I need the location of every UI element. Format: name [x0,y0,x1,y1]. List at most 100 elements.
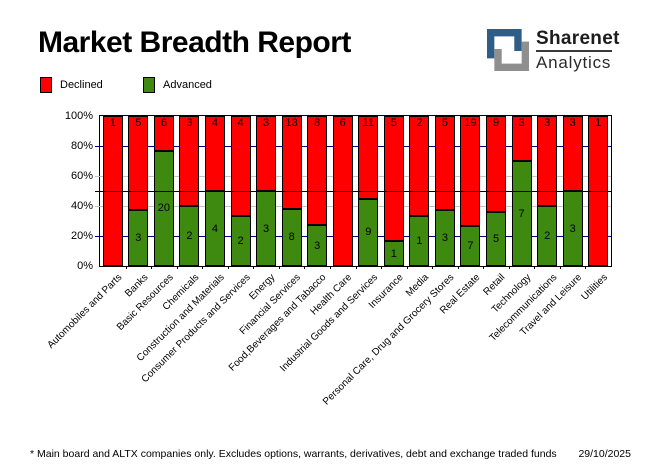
advanced-label: Advanced [163,79,212,91]
x-axis-tick [253,266,255,269]
legend-item-advanced: Advanced [143,77,212,93]
advanced-color-swatch [143,77,155,93]
bar-segment-advanced: 3 [256,191,277,266]
y-axis-label-20: 20% [70,230,93,242]
report-date: 29/10/2025 [578,448,631,460]
declined-value-label: 6 [339,117,346,129]
bar-segment-declined: 4 [230,116,251,216]
bar-segment-declined: 3 [537,116,558,206]
y-axis-label-100: 100% [64,110,93,122]
x-axis-tick [559,266,561,269]
gridline-60 [95,175,611,177]
advanced-value-label: 3 [263,222,270,235]
declined-value-label: 3 [186,117,193,129]
declined-value-label: 13 [285,117,298,129]
bar-segment-advanced: 8 [281,208,302,266]
y-axis-labels: 100% 80% 60% 40% 20% 0% [40,110,93,272]
x-axis-tick [508,266,510,269]
declined-value-label: 4 [211,117,219,129]
bar-segment-advanced: 4 [204,191,225,266]
advanced-value-label: 2 [186,230,193,242]
declined-value-label: 11 [362,117,374,129]
brand-divider [536,50,612,52]
x-axis-tick [406,266,408,269]
x-axis-tick [534,266,536,269]
declined-value-label: 5 [441,117,448,129]
bar-segment-declined: 4 [204,116,225,191]
bar-Industrial Goods and Services: 11 9 [358,116,379,266]
advanced-value-label: 4 [211,222,219,235]
brand-sub-name: Analytics [536,53,612,72]
declined-color-swatch [40,77,52,93]
gridline-20 [95,235,611,237]
bar-segment-advanced: 2 [537,206,558,266]
bar-Real Estate: 19 7 [460,116,481,266]
x-axis-tick [151,266,153,269]
bar-segment-declined: 5 [434,116,455,210]
bar-segment-advanced: 1 [409,216,430,266]
bar-segment-declined: 3 [179,116,200,206]
advanced-value-label: 1 [416,235,423,247]
bar-segment-advanced: 7 [511,161,532,266]
x-axis-tick [304,266,306,269]
x-axis-tick [381,266,383,269]
bar-Basic Resources: 6 20 [153,116,174,266]
x-axis-tick [329,266,331,269]
bar-segment-advanced: 20 [153,150,174,266]
plot-area: 1 5 3 6 20 3 2 4 4 4 2 3 3 13 8 8 3 6 11 9 5 1 2 1 5 3 19 7 9 5 3 7 3 2 3 3… [95,115,612,269]
advanced-value-label: 8 [288,231,295,244]
y-axis-label-80: 80% [70,140,93,152]
declined-value-label: 3 [544,117,551,129]
declined-value-label: 8 [314,117,321,129]
advanced-value-label: 9 [365,226,372,239]
declined-value-label: 3 [263,117,270,129]
x-axis-labels: Automobiles and Parts Banks Basic Resource… [46,269,611,409]
bar-segment-declined: 3 [511,116,532,161]
advanced-value-label: 5 [492,233,500,246]
bar-segment-declined: 5 [128,116,149,210]
bar-segment-advanced: 1 [383,241,404,266]
bar-segment-advanced: 2 [230,216,251,266]
declined-value-label: 6 [160,117,167,129]
bar-segment-declined: 3 [256,116,277,191]
x-axis-tick [176,266,178,269]
sharenet-logo-icon [487,29,529,71]
declined-value-label: 4 [237,117,244,129]
x-axis-tick [125,266,127,269]
declined-value-label: 1 [595,117,602,129]
bar-segment-advanced: 3 [128,209,149,266]
advanced-value-label: 2 [237,235,244,247]
bar-Personal Care, Drug and Grocery Stores: 53 [434,116,455,266]
x-axis-label: Utilities [579,272,610,303]
bar-segment-declined: 3 [562,116,583,191]
bar-segment-declined: 6 [153,116,174,151]
advanced-value-label: 7 [518,207,525,220]
bar-segment-declined: 9 [486,116,507,213]
declined-value-label: 5 [135,117,142,129]
bar-segment-advanced: 9 [358,198,379,266]
bar-segment-advanced: 5 [486,212,507,266]
declined-label: Declined [60,79,103,91]
y-axis-label-0: 0% [77,260,93,272]
bar-segment-advanced: 7 [460,225,481,266]
declined-value-label: 1 [109,117,116,129]
bar-segment-declined: 19 [460,116,481,226]
advanced-value-label: 2 [544,230,551,242]
advanced-value-label: 3 [441,231,448,244]
bar-segment-advanced: 3 [307,225,328,266]
brand-text: Sharenet Analytics [536,29,620,72]
footnote: * Main board and ALTX companies only. Ex… [30,448,557,460]
advanced-value-label: 3 [314,239,321,252]
x-axis-tick [355,266,357,269]
x-axis-tick [585,266,587,269]
x-axis-label: Automobiles and Parts [45,272,125,351]
bar-segment-advanced: 3 [562,191,583,266]
advanced-value-label: 20 [157,202,170,215]
